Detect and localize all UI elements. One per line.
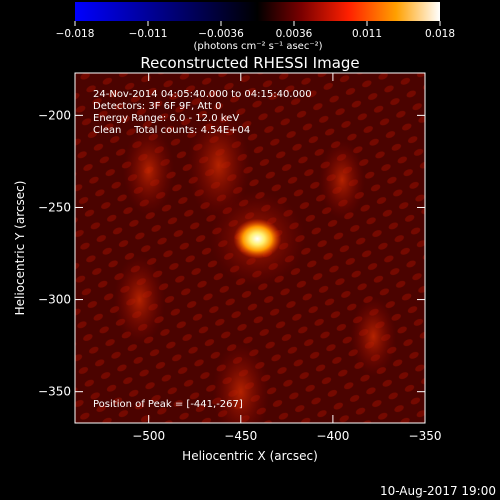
x-tick-label: −450 [224, 429, 257, 443]
y-axis-ticks: −200 −250 −300 −350 [38, 108, 425, 399]
info-line-2: Detectors: 3F 6F 9F, Att 0 [93, 101, 221, 112]
peak-position-label: Position of Peak = [-441,-267] [93, 399, 243, 410]
colorbar-tick-label: −0.018 [56, 28, 95, 40]
colorbar-tick-label: −0.0036 [198, 28, 244, 40]
emission-source [350, 296, 397, 377]
info-line-1: 24-Nov-2014 04:05:40.000 to 04:15:40.000 [93, 89, 312, 100]
emission-source [123, 125, 175, 216]
x-tick-label: −500 [132, 429, 165, 443]
emission-source [212, 341, 270, 423]
y-tick-label: −350 [38, 385, 71, 399]
x-tick-label: −400 [316, 429, 349, 443]
emission-source [187, 110, 250, 220]
colorbar-tick-label: −0.011 [129, 28, 168, 40]
colorbar-tick-label: 0.018 [425, 28, 455, 40]
colorbar-tick-label: 0.0036 [276, 28, 313, 40]
y-tick-label: −300 [38, 293, 71, 307]
colorbar-label: (photons cm⁻² s⁻¹ asec⁻²) [193, 41, 322, 52]
heatmap-image [75, 73, 425, 423]
colorbar-ticks: −0.018 −0.011 −0.0036 0.0036 0.011 0.018 [56, 21, 455, 40]
y-axis-label: Heliocentric Y (arcsec) [13, 181, 27, 316]
x-tick-label: −350 [409, 429, 442, 443]
info-line-4: Clean Total counts: 4.54E+04 [93, 125, 250, 136]
footer-date: 10-Aug-2017 19:00 [380, 484, 496, 498]
emission-source [113, 254, 166, 345]
chart-title: Reconstructed RHESSI Image [140, 54, 359, 72]
x-axis-label: Heliocentric X (arcsec) [182, 449, 318, 463]
colorbar [75, 2, 440, 21]
peak-source [233, 218, 282, 259]
y-tick-label: −250 [38, 200, 71, 214]
x-axis-ticks: −500 −450 −400 −350 [132, 73, 441, 443]
info-line-3: Energy Range: 6.0 - 12.0 keV [93, 113, 239, 124]
plot-frame [74, 72, 426, 424]
colorbar-tick-label: 0.011 [352, 28, 382, 40]
emission-source [319, 139, 365, 220]
y-tick-label: −200 [38, 108, 71, 122]
